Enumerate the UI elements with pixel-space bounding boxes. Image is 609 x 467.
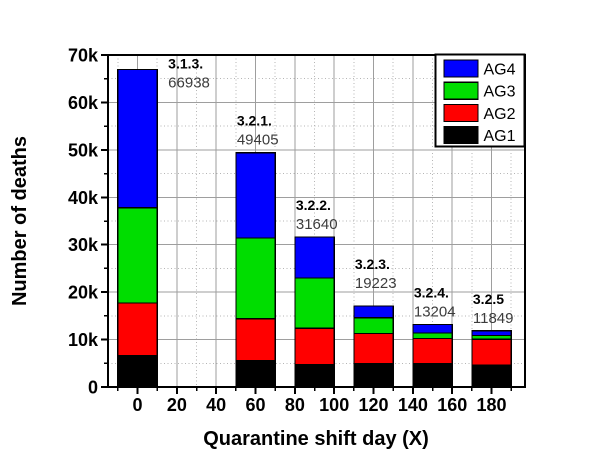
- y-tick-label: 50k: [68, 140, 99, 160]
- legend-label-AG4: AG4: [484, 62, 516, 79]
- bar-segment-AG2-x0: [117, 302, 158, 357]
- y-axis-title: Number of deaths: [9, 136, 31, 306]
- annotation-value: 66938: [168, 75, 210, 92]
- bar-segment-AG1-x60: [235, 359, 276, 388]
- x-tick-label: 160: [437, 395, 467, 415]
- legend-label-AG1: AG1: [484, 128, 516, 145]
- bar-segment-AG1-x0: [117, 355, 158, 388]
- bar-segment-AG1-x90: [294, 364, 335, 388]
- y-tick-label: 10k: [68, 330, 99, 350]
- annotation-value: 19223: [355, 275, 397, 292]
- legend-swatch-AG2: [443, 103, 479, 123]
- bar-segment-AG3-x150: [412, 332, 453, 340]
- axes: [101, 54, 526, 394]
- annotation-value: 49405: [237, 132, 279, 149]
- bar-segment-AG2-x90: [294, 327, 335, 366]
- y-tick-label: 40k: [68, 188, 99, 208]
- x-tick-label: 180: [477, 395, 507, 415]
- annotation-name: 3.1.3.: [168, 56, 203, 72]
- bar-segment-AG4-x60: [235, 152, 276, 239]
- bar-segment-AG1-x180: [471, 364, 512, 388]
- annotation-name: 3.2.4.: [414, 284, 449, 300]
- bar-segment-AG2-x60: [235, 318, 276, 362]
- legend-swatch-AG1: [443, 125, 479, 145]
- annotation-name: 3.2.5: [473, 291, 504, 307]
- bar-segment-AG2-x150: [412, 338, 453, 365]
- bar-segment-AG4-x150: [412, 323, 453, 334]
- annotation-name: 3.2.3.: [355, 256, 390, 272]
- bar-segment-AG4-x180: [471, 330, 512, 337]
- annotation-value: 11849: [473, 310, 514, 327]
- bar-segment-AG3-x60: [235, 237, 276, 320]
- x-tick-label: 20: [167, 395, 187, 415]
- y-tick-label: 20k: [68, 283, 99, 303]
- bar-segment-AG3-x90: [294, 277, 335, 329]
- bar-annotations: 3.1.3. 66938 3.2.1. 49405 3.2.2. 31640 3.2.3. 1…: [168, 56, 513, 327]
- legend-swatch-AG3: [443, 81, 479, 100]
- y-tick-label: 30k: [68, 235, 99, 255]
- annotation-value: 31640: [296, 216, 338, 233]
- x-tick-label: 40: [206, 395, 226, 415]
- legend: AG4 AG3 AG2 AG1: [434, 53, 526, 148]
- bar-segment-AG1-x150: [412, 363, 453, 388]
- x-axis-title: Quarantine shift day (X): [203, 428, 429, 450]
- bar-segment-AG2-x180: [471, 338, 512, 366]
- x-tick-label: 60: [246, 395, 266, 415]
- tick-labels: 0 10k 20k 30k 40k 50k 60k 70k 0 20 40 60 80 100 120 140…: [68, 46, 507, 416]
- bar-segment-AG1-x120: [353, 363, 394, 388]
- x-tick-label: 0: [132, 395, 142, 415]
- annotation-value: 13204: [414, 303, 456, 320]
- legend-label-AG2: AG2: [484, 106, 516, 123]
- x-tick-label: 140: [398, 395, 428, 415]
- y-tick-label: 70k: [68, 46, 99, 66]
- stacked-bars: [117, 68, 512, 388]
- bar-segment-AG3-x0: [117, 207, 158, 304]
- legend-label-AG3: AG3: [484, 84, 516, 101]
- y-tick-label: 0: [88, 378, 98, 398]
- bar-segment-AG4-x0: [117, 68, 158, 209]
- x-tick-label: 120: [359, 395, 389, 415]
- bar-segment-AG2-x120: [353, 332, 394, 365]
- x-tick-label: 80: [285, 395, 305, 415]
- legend-swatch-AG4: [443, 59, 479, 78]
- bar-segment-AG3-x120: [353, 317, 394, 335]
- bar-segment-AG4-x120: [353, 305, 394, 319]
- x-tick-label: 100: [319, 395, 349, 415]
- annotation-name: 3.2.2.: [296, 197, 331, 213]
- annotation-name: 3.2.1.: [237, 113, 272, 129]
- bar-segment-AG4-x90: [294, 236, 335, 279]
- y-tick-label: 60k: [68, 93, 99, 113]
